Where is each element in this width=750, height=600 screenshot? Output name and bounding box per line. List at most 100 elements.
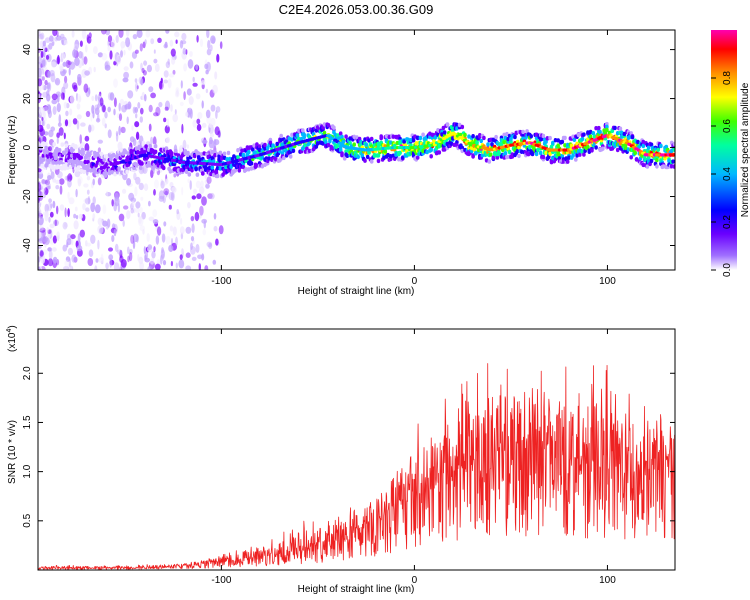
spectrogram-speckle-54 xyxy=(215,110,218,119)
spectrogram-speckle-482 xyxy=(125,30,130,37)
spectrogram-speckle-526 xyxy=(44,203,49,213)
spectrogram-speckle-651 xyxy=(214,139,220,146)
spectrogram-speckle-632 xyxy=(166,136,170,144)
spectrogram-ridge-cell-1609 xyxy=(275,141,280,147)
spectrogram-ridge-cell-2458 xyxy=(561,159,566,164)
spectrogram-speckle-449 xyxy=(44,47,48,53)
spectrogram-ridge-cell-2382 xyxy=(536,147,540,153)
spectrogram-ridge-cell-998 xyxy=(68,158,73,163)
spectrogram-speckle-795 xyxy=(216,53,220,63)
spectrogram-speckle-613 xyxy=(57,122,62,127)
spectrogram-ridge-cell-2027 xyxy=(415,135,420,140)
spectrogram-speckle-625 xyxy=(69,174,73,181)
spectrogram-ridge-cell-2150 xyxy=(457,122,462,128)
spectrogram-speckle-843 xyxy=(153,189,156,196)
spectrogram-ridge-cell-1827 xyxy=(348,136,352,141)
spectrogram-speckle-486 xyxy=(47,109,52,119)
spectrogram-speckle-356 xyxy=(153,49,156,54)
spectrogram-ridge-cell-2326 xyxy=(517,153,521,159)
spectrogram-speckle-523 xyxy=(47,146,53,152)
spectrogram-speckle-805 xyxy=(164,41,168,48)
spectrogram-speckle-687 xyxy=(179,101,184,107)
spectrogram-speckle-706 xyxy=(127,90,134,99)
snr-ticks: -100 0 100 0.5 1.0 1.5 2.0 xyxy=(22,329,675,586)
spectrogram-speckle-359 xyxy=(145,30,151,38)
spectrogram-ridge-cell-1384 xyxy=(199,152,204,157)
spectrogram-ridge-cell-2659 xyxy=(629,155,633,160)
spectrogram-speckle-323 xyxy=(40,63,43,68)
spectrogram-speckle-336 xyxy=(56,205,59,215)
spectrogram-speckle-190 xyxy=(169,181,174,188)
spectrogram-ridge-cell-1624 xyxy=(280,151,285,156)
spectrogram-speckle-699 xyxy=(183,91,186,101)
spectrogram-panel: -100 0 100 -40 -20 0 20 40 Height of straight l… xyxy=(7,29,676,297)
spectrogram-ridge-cell-955 xyxy=(53,156,58,161)
snr-ytick-label: 1.0 xyxy=(22,464,33,478)
spectrogram-speckle-341 xyxy=(181,123,184,134)
spectrogram-speckle-831 xyxy=(122,219,125,227)
spectrogram-speckle-184 xyxy=(85,110,91,118)
spectrogram-speckle-762 xyxy=(51,93,58,101)
spectrogram-ridge-cell-2339 xyxy=(521,129,525,135)
spectrogram-ridge-cell-1919 xyxy=(379,135,384,141)
spectrogram-speckle-825 xyxy=(174,109,177,115)
spectrogram-ridge-cell-1748 xyxy=(322,130,327,136)
spectrogram-ridge-cell-2063 xyxy=(428,131,432,136)
spectrogram-speckle-568 xyxy=(201,100,204,109)
spectrogram-speckle-559 xyxy=(41,254,46,264)
spectrogram-speckle-132 xyxy=(134,207,140,213)
spectrogram-speckle-824 xyxy=(75,188,78,198)
spectrogram-ridge-cell-2067 xyxy=(429,154,434,159)
spectrogram-speckle-493 xyxy=(168,244,174,252)
spectrogram-ridge-cell-2365 xyxy=(530,150,535,155)
spectrogram-speckle-745 xyxy=(83,198,89,204)
spectrogram-ridge-cell-1649 xyxy=(288,154,293,159)
spectrogram-ridge-cell-1240 xyxy=(151,166,155,171)
spectrogram-ridge-cell-2133 xyxy=(452,142,457,147)
spectrogram-speckle-107 xyxy=(197,254,203,260)
spectrogram-ridge-cell-1357 xyxy=(190,168,194,173)
colorbar-gradient xyxy=(711,30,737,270)
spectrogram-speckle-445 xyxy=(46,82,51,90)
spectrogram-speckle-602 xyxy=(135,176,141,185)
spectrogram-ridge-cell-2608 xyxy=(613,125,617,131)
spectrogram-speckle-86 xyxy=(64,75,68,84)
spectrogram-speckle-875 xyxy=(179,40,184,49)
spectrogram-speckle-330 xyxy=(171,57,176,65)
spectrogram-speckle-576 xyxy=(208,139,215,149)
spectrogram-ridge-cell-2426 xyxy=(551,140,555,146)
spectrogram-speckle-393 xyxy=(181,32,187,41)
spectrogram-speckle-863 xyxy=(42,111,46,119)
spectrogram-speckle-219 xyxy=(63,39,68,45)
spectrogram-speckle-820 xyxy=(48,216,51,223)
spectrogram-speckle-36 xyxy=(212,259,217,265)
spectrogram-ridge-cell-1324 xyxy=(179,147,183,153)
spectrogram-speckle-191 xyxy=(205,88,209,94)
spectrogram-speckle-25 xyxy=(164,190,169,196)
spectrogram-speckle-15 xyxy=(164,100,171,111)
spectrogram-ridge-cell-2452 xyxy=(560,153,565,159)
spectrogram-ridge-cell-2399 xyxy=(541,133,546,139)
spectrogram-speckle-838 xyxy=(186,144,190,149)
spectrogram-speckle-878 xyxy=(69,94,75,105)
spectrogram-speckle-647 xyxy=(47,185,51,190)
spectrogram-speckle-896 xyxy=(132,106,136,114)
spectrogram-speckle-45 xyxy=(123,49,126,56)
spectrogram-speckle-110 xyxy=(186,88,192,96)
spectrogram-speckle-776 xyxy=(179,254,183,260)
spectrogram-speckle-298 xyxy=(199,38,204,48)
spectrogram-ridge-cell-1621 xyxy=(279,137,284,142)
spectrogram-speckle-491 xyxy=(135,201,141,209)
spectrogram-ridge-cell-2480 xyxy=(569,143,574,148)
spectrogram-ridge-cell-1169 xyxy=(126,151,131,156)
spectrogram-speckle-427 xyxy=(212,84,218,94)
spectrogram-ridge-cell-930 xyxy=(45,150,50,155)
spectrogram-speckle-263 xyxy=(138,256,144,265)
spectrogram-speckle-656 xyxy=(84,143,90,153)
spectrogram-ridge-cell-1525 xyxy=(247,167,251,172)
spectrogram-ridge-cell-2213 xyxy=(479,138,484,144)
spectrogram-speckle-589 xyxy=(56,56,61,65)
spectrogram-ridge-cell-1140 xyxy=(117,166,121,171)
spectrogram-speckle-793 xyxy=(42,68,44,76)
spectrogram-ridge-cell-2638 xyxy=(622,131,627,137)
